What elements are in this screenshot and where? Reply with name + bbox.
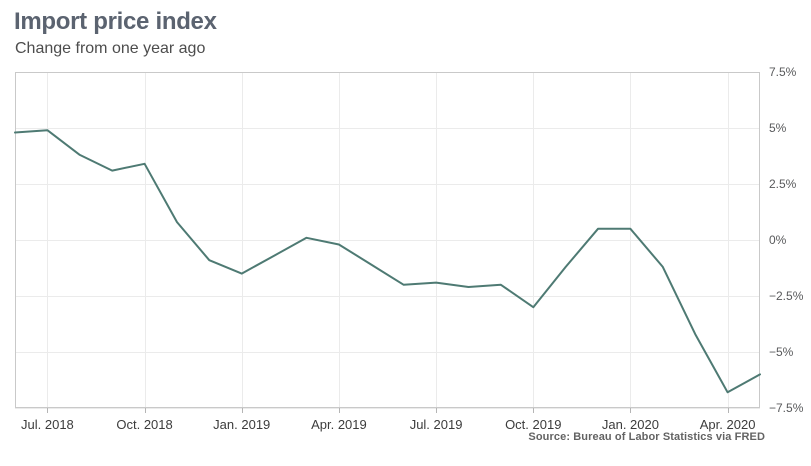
y-tick-label: 7.5% [769,65,797,79]
chart-subtitle: Change from one year ago [15,40,206,57]
y-tick-label: 5% [769,121,787,135]
import-price-line-series [14,129,761,394]
x-tick-label: Apr. 2019 [311,417,367,432]
line-chart-canvas [14,72,761,413]
chart-title: Import price index [14,8,217,35]
x-tick-label: Jul. 2018 [21,417,74,432]
y-tick-label: 0% [769,233,787,247]
y-tick-label: 2.5% [769,177,797,191]
y-tick-label: −2.5% [769,289,804,303]
y-tick-label: −5% [769,345,794,359]
gridlines [15,72,760,409]
y-tick-label: −7.5% [769,401,804,415]
x-tick-label: Oct. 2019 [505,417,562,432]
x-tick-label: Oct. 2018 [116,417,173,432]
source-attribution: Source: Bureau of Labor Statistics via F… [528,431,765,443]
plot-area: 7.5% 5% 2.5% 0% −2.5% −5% −7.5% Jul. 2018 Oct. … [14,65,803,432]
x-tick-label: Jul. 2019 [409,417,463,432]
x-tick-label: Jan. 2020 [601,417,659,432]
plot-frame [15,72,760,408]
x-tick-label: Apr. 2020 [699,417,756,432]
x-tick-label: Jan. 2019 [213,417,271,432]
axis-tick-marks [47,408,729,413]
